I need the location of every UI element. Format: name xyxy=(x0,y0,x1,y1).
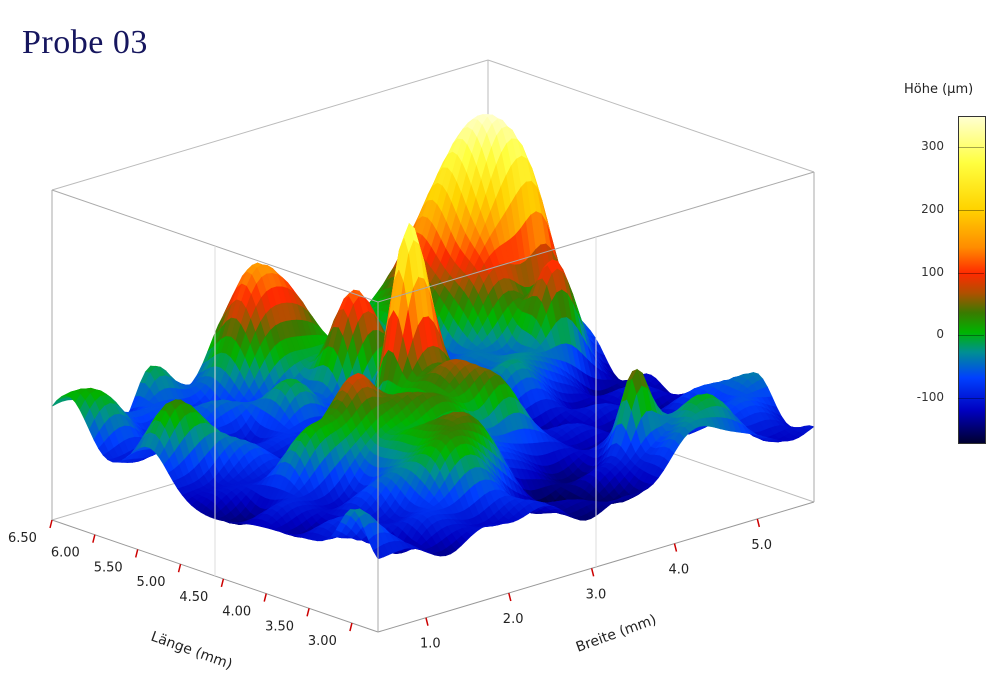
surface-mesh xyxy=(51,114,815,560)
chart-title: Probe 03 xyxy=(22,24,148,61)
